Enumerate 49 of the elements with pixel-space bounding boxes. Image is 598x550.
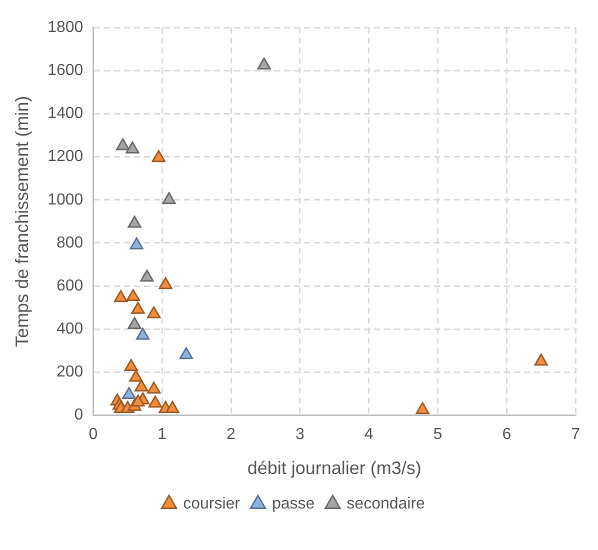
y-tick-label: 800	[56, 234, 84, 252]
y-tick-label: 1000	[48, 191, 84, 208]
point	[179, 347, 194, 360]
x-tick-label: 6	[502, 426, 512, 444]
point	[126, 289, 140, 302]
y-tick-label: 1400	[48, 105, 84, 122]
point	[162, 192, 176, 204]
legend-label: passe	[272, 495, 315, 512]
x-tick-label: 0	[88, 426, 98, 444]
x-tick-label: 2	[226, 426, 236, 444]
point	[129, 370, 143, 382]
point	[134, 379, 148, 392]
point	[147, 382, 161, 394]
point	[131, 394, 145, 407]
x-tick-label: 3	[295, 426, 304, 444]
x-tick-label: 1	[158, 426, 167, 444]
point	[534, 354, 548, 366]
point	[126, 142, 140, 154]
point	[416, 402, 430, 414]
y-tick-label: 1200	[48, 148, 84, 166]
point	[124, 359, 138, 371]
y-axis-title: Temps de franchissement (min)	[12, 96, 32, 347]
point	[148, 396, 162, 408]
point	[116, 138, 130, 150]
point	[128, 317, 142, 330]
y-tick-label: 1800	[48, 19, 84, 36]
x-tick-label: 7	[571, 426, 580, 444]
point	[140, 270, 154, 282]
y-tick-label: 400	[56, 320, 84, 338]
x-tick-label: 5	[433, 426, 442, 444]
point	[128, 216, 142, 228]
point	[152, 150, 166, 162]
x-tick-label: 4	[364, 426, 374, 444]
point	[147, 306, 161, 318]
point	[122, 386, 136, 399]
point	[257, 58, 271, 70]
point	[166, 400, 180, 413]
point	[131, 302, 145, 314]
y-tick-label: 0	[74, 406, 84, 424]
y-tick-label: 200	[56, 364, 84, 381]
point	[136, 328, 150, 340]
point	[130, 237, 144, 250]
point	[114, 290, 128, 302]
x-axis-title: débit journalier (m3/s)	[247, 458, 422, 478]
point	[158, 277, 172, 290]
legend-label: coursier	[183, 495, 241, 512]
y-tick-label: 1600	[48, 62, 84, 80]
legend-label: secondaire	[346, 495, 426, 512]
y-tick-label: 600	[56, 277, 84, 294]
